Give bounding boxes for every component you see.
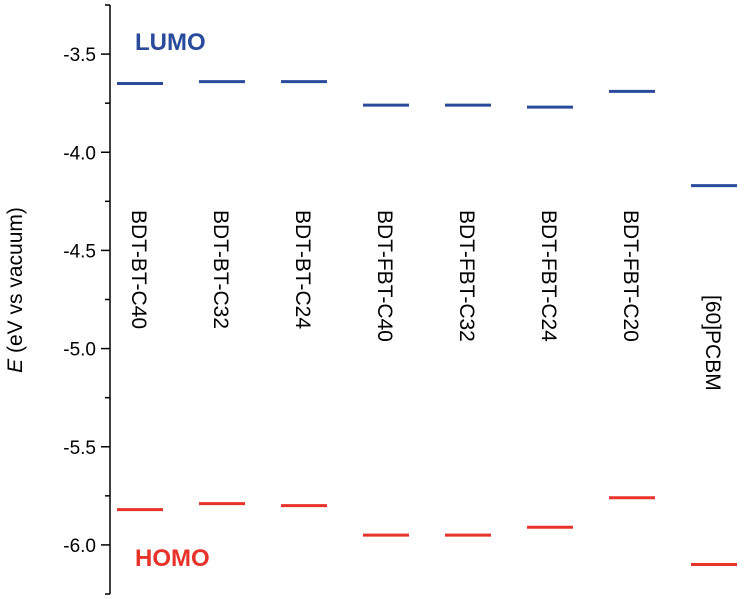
level-marks bbox=[117, 80, 737, 567]
material-label: BDT-BT-C40 bbox=[127, 210, 150, 329]
y-axis-label: E (eV vs vacuum) bbox=[4, 207, 27, 373]
homo-tag: HOMO bbox=[135, 545, 210, 572]
material-label: [60]PCBM bbox=[701, 295, 724, 391]
material-label: BDT-FBT-C24 bbox=[537, 210, 560, 342]
material-labels: BDT-BT-C40 BDT-BT-C32 BDT-BT-C24 BDT-FBT-C4… bbox=[127, 210, 724, 391]
y-tick-label: -5.5 bbox=[63, 438, 96, 459]
y-ticks: -3.5 -4.0 -4.5 -5.0 -5.5 -6.0 bbox=[63, 4, 110, 595]
y-axis-label-italic: E bbox=[4, 358, 27, 373]
y-axis-label-rest: (eV vs vacuum) bbox=[4, 207, 27, 359]
material-label: BDT-FBT-C20 bbox=[619, 210, 642, 342]
lumo-tag: LUMO bbox=[135, 29, 206, 56]
material-label: BDT-BT-C24 bbox=[291, 210, 314, 329]
y-tick-label: -5.0 bbox=[63, 340, 96, 361]
y-tick-label: -4.0 bbox=[63, 143, 96, 164]
material-label: BDT-FBT-C40 bbox=[373, 210, 396, 342]
series-tags: LUMO HOMO bbox=[135, 29, 210, 572]
y-tick-label: -6.0 bbox=[63, 536, 96, 557]
material-label: BDT-FBT-C32 bbox=[455, 210, 478, 342]
material-label: BDT-BT-C32 bbox=[209, 210, 232, 329]
y-tick-label: -3.5 bbox=[63, 45, 96, 66]
y-tick-label: -4.5 bbox=[63, 241, 96, 262]
